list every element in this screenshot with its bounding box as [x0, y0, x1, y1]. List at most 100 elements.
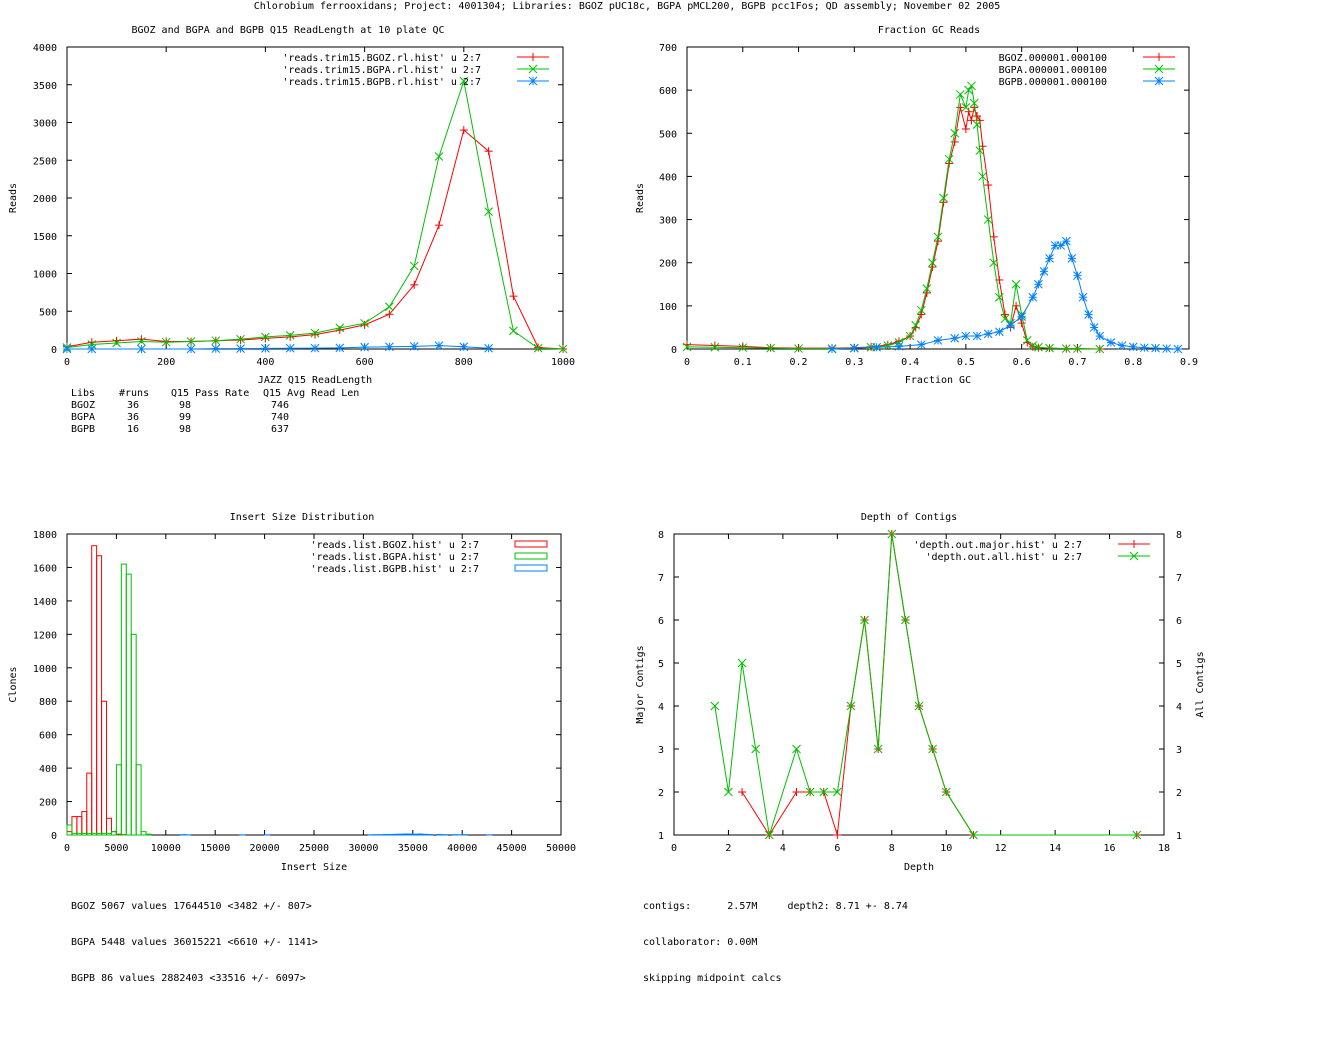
x-tick-label: 10: [940, 843, 952, 854]
stats-cell: BGOZ: [71, 400, 96, 411]
series-line: [832, 240, 1178, 350]
legend-swatch: [514, 564, 548, 572]
data-point-marker: [1006, 320, 1015, 330]
data-series: [63, 126, 567, 353]
data-point-marker: [1056, 241, 1066, 250]
legend-label: 'reads.list.BGPA.hist' u 2:7: [310, 552, 479, 563]
data-series: [683, 103, 1104, 353]
x-tick-label: 0: [684, 357, 690, 368]
y2-tick-label: 1: [1176, 831, 1182, 842]
y-tick-label: 700: [659, 43, 677, 54]
data-point-marker: [1106, 338, 1116, 347]
data-point-marker: [972, 331, 982, 341]
legend-entry: [514, 540, 548, 548]
x-tick-label: 600: [356, 357, 374, 368]
legend-entry: [1143, 76, 1175, 86]
histogram-bar: [106, 817, 112, 836]
data-point-marker: [849, 343, 859, 353]
series-line: [66, 80, 564, 350]
y-tick-label: 1200: [33, 630, 57, 641]
histogram-bar: [71, 832, 78, 836]
histogram-bar: [91, 832, 98, 836]
y-tick-label: 1500: [33, 232, 57, 243]
data-point-marker: [310, 328, 320, 338]
y-tick-label: 500: [659, 129, 677, 140]
data-point-marker: [1162, 344, 1172, 353]
series-line: [686, 84, 1100, 350]
data-point-marker: [978, 172, 987, 181]
data-point-marker: [1045, 343, 1054, 353]
x-tick-label: 30000: [348, 843, 378, 854]
x-tick-label: 400: [256, 357, 274, 368]
y-tick-label: 5: [658, 659, 664, 670]
data-point-marker: [1022, 336, 1032, 345]
y-tick-label: 2: [658, 788, 664, 799]
data-point-marker: [950, 333, 960, 343]
histogram-bar: [101, 832, 108, 836]
stats-cell: #runs: [119, 388, 150, 399]
data-point-marker: [827, 344, 837, 354]
data-point-marker: [1128, 342, 1138, 352]
y-tick-label: 6: [658, 616, 664, 627]
series-line: [686, 105, 1100, 350]
data-point-marker: [1095, 344, 1105, 354]
histogram-bar: [110, 831, 117, 836]
data-point-marker: [528, 64, 538, 74]
data-series: [66, 563, 152, 836]
data-point-marker: [983, 329, 993, 339]
data-point-marker: [1067, 254, 1077, 263]
series-line: [66, 129, 564, 350]
data-point-marker: [894, 342, 904, 351]
data-point-marker: [87, 344, 97, 354]
data-series: [62, 76, 568, 354]
plot-frame: [686, 46, 1190, 350]
histogram-bar: [387, 833, 394, 836]
plot-frame: [673, 533, 1165, 836]
histogram-bar: [96, 555, 103, 836]
depth-stats-line: contigs: 2.57M depth2: 8.71 +- 8.74: [643, 901, 908, 912]
data-series: [180, 833, 493, 836]
data-point-marker: [1117, 341, 1127, 350]
data-point-marker: [137, 344, 146, 354]
x-tick-label: 50000: [546, 843, 576, 854]
x-axis-label: JAZZ Q15 ReadLength: [258, 375, 372, 386]
histogram-bar: [407, 833, 414, 836]
x-tick-label: 0.7: [1068, 357, 1086, 368]
chart-title: Fraction GC Reads: [878, 25, 980, 36]
data-point-marker: [1151, 343, 1160, 353]
data-point-marker: [434, 152, 444, 161]
x-tick-label: 20000: [250, 843, 280, 854]
y-tick-label: 1400: [33, 597, 57, 608]
data-point-marker: [939, 193, 948, 203]
y-axis-label: Major Contigs: [635, 645, 646, 723]
histogram-bar: [66, 831, 73, 836]
histogram-bar: [101, 700, 108, 836]
depth-stats: contigs: 2.57M depth2: 8.71 +- 8.74 coll…: [643, 877, 908, 997]
data-point-marker: [1073, 271, 1082, 281]
histogram-bar: [110, 831, 117, 836]
data-point-marker: [310, 343, 320, 353]
insert-size-stats: BGOZ 5067 values 17644510 <3482 +/- 807>…: [71, 877, 318, 997]
legend-entry: [517, 53, 549, 61]
data-point-marker: [161, 337, 171, 347]
x-tick-label: 0.3: [845, 357, 863, 368]
y-tick-label: 2500: [33, 156, 57, 167]
y-tick-label: 0: [51, 345, 57, 356]
histogram-bar: [125, 573, 132, 836]
y-axis-label: Clones: [8, 666, 19, 702]
legend-entry: [1143, 64, 1175, 74]
histogram-bar: [130, 633, 137, 836]
data-point-marker: [1084, 310, 1093, 319]
data-point-marker: [484, 343, 493, 353]
data-point-marker: [873, 744, 883, 754]
chart-title: Insert Size Distribution: [230, 512, 375, 523]
y-tick-label: 1000: [33, 270, 57, 281]
data-point-marker: [928, 258, 937, 268]
data-point-marker: [792, 744, 801, 754]
histogram-bar: [76, 832, 83, 836]
y-tick-label: 7: [658, 573, 664, 584]
x-tick-label: 800: [455, 357, 473, 368]
data-point-marker: [933, 336, 943, 345]
x-tick-label: 0.8: [1124, 357, 1142, 368]
data-point-marker: [955, 90, 965, 99]
